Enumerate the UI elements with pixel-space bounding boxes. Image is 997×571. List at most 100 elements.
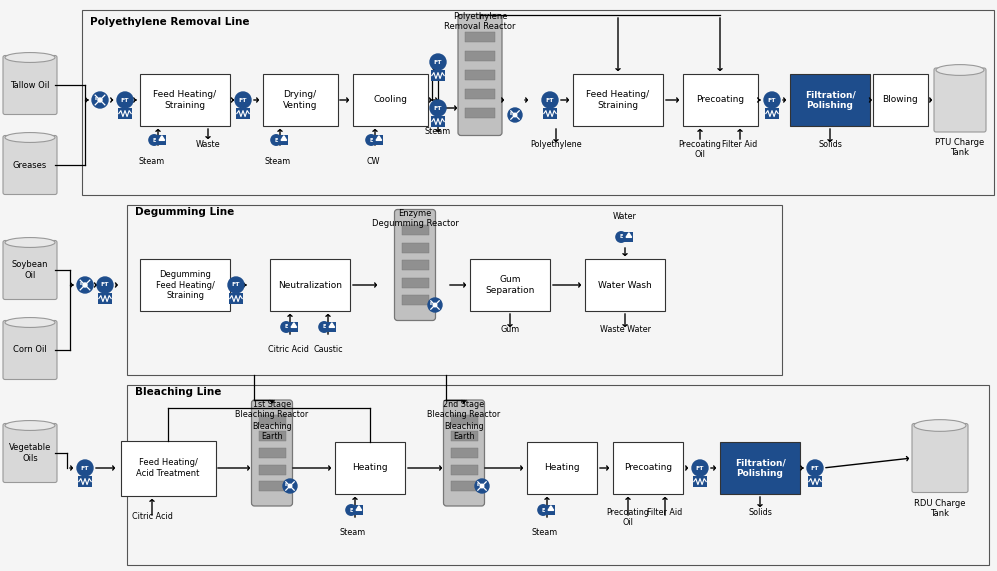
Bar <box>289 323 298 332</box>
Circle shape <box>616 232 626 242</box>
Ellipse shape <box>5 238 55 247</box>
Ellipse shape <box>5 132 55 142</box>
Text: Bleaching
Earth: Bleaching Earth <box>252 422 292 441</box>
Text: FT: FT <box>239 98 247 103</box>
Circle shape <box>475 479 489 493</box>
Text: Tallow Oil: Tallow Oil <box>10 81 50 90</box>
Circle shape <box>430 54 446 70</box>
Text: E: E <box>541 508 544 513</box>
Bar <box>402 260 429 270</box>
Text: Enzyme
Degumming Reactor: Enzyme Degumming Reactor <box>372 209 459 228</box>
Text: E: E <box>80 282 83 286</box>
Circle shape <box>346 505 356 515</box>
FancyBboxPatch shape <box>3 240 57 300</box>
Text: FT: FT <box>121 98 130 103</box>
FancyBboxPatch shape <box>3 320 57 380</box>
Bar <box>140 259 230 311</box>
Text: FT: FT <box>811 465 820 471</box>
Text: Bleaching
Earth: Bleaching Earth <box>445 422 484 441</box>
FancyBboxPatch shape <box>3 135 57 195</box>
Text: Steam: Steam <box>425 127 451 136</box>
Text: Feed Heating/
Straining: Feed Heating/ Straining <box>154 90 216 110</box>
FancyBboxPatch shape <box>3 55 57 115</box>
Bar <box>335 442 405 494</box>
Bar <box>451 448 478 458</box>
Bar <box>451 431 478 441</box>
Bar <box>158 135 166 144</box>
Bar <box>270 259 350 311</box>
Bar <box>546 505 555 514</box>
Bar <box>354 505 363 514</box>
Circle shape <box>692 460 708 476</box>
Text: FT: FT <box>434 106 443 111</box>
Text: Steam: Steam <box>139 157 166 166</box>
Bar <box>720 442 800 494</box>
Bar <box>790 74 870 126</box>
Text: FT: FT <box>232 283 240 288</box>
Text: Feed Heating/
Straining: Feed Heating/ Straining <box>586 90 650 110</box>
Bar <box>262 74 338 126</box>
Polygon shape <box>160 136 165 140</box>
Bar <box>573 74 663 126</box>
Text: Vegetable
Oils: Vegetable Oils <box>9 443 51 463</box>
Text: Filtration/
Polishing: Filtration/ Polishing <box>805 90 855 110</box>
Circle shape <box>98 98 102 102</box>
Text: E: E <box>350 508 353 513</box>
Bar <box>140 74 230 126</box>
Circle shape <box>77 277 93 293</box>
Bar <box>402 295 429 305</box>
Circle shape <box>481 484 484 488</box>
Bar <box>327 323 336 332</box>
Bar <box>465 89 495 99</box>
Bar <box>258 431 285 441</box>
Bar <box>236 108 250 119</box>
Text: Citric Acid: Citric Acid <box>132 512 172 521</box>
Ellipse shape <box>914 420 966 431</box>
Bar <box>542 108 557 119</box>
Ellipse shape <box>5 53 55 62</box>
Circle shape <box>430 100 446 116</box>
Bar <box>402 278 429 288</box>
Bar <box>693 476 707 487</box>
FancyBboxPatch shape <box>251 400 292 506</box>
Text: Greases: Greases <box>13 160 47 170</box>
Ellipse shape <box>5 317 55 327</box>
Bar <box>127 385 989 565</box>
Circle shape <box>508 108 522 122</box>
Circle shape <box>366 135 377 145</box>
Text: PTU Charge
Tank: PTU Charge Tank <box>935 138 985 158</box>
Text: FT: FT <box>696 465 704 471</box>
Text: Waste Water: Waste Water <box>599 325 650 334</box>
Text: E: E <box>284 324 288 329</box>
Circle shape <box>538 505 548 515</box>
Circle shape <box>764 92 780 108</box>
Bar <box>82 10 994 195</box>
Bar <box>470 259 550 311</box>
Circle shape <box>83 283 87 287</box>
Bar <box>353 74 428 126</box>
Text: E: E <box>477 483 480 487</box>
Text: Cooling: Cooling <box>373 95 407 104</box>
Bar <box>613 442 683 494</box>
Text: E: E <box>274 138 278 143</box>
Circle shape <box>271 135 281 145</box>
FancyBboxPatch shape <box>444 400 485 506</box>
FancyBboxPatch shape <box>912 424 968 493</box>
Text: Water: Water <box>613 212 637 221</box>
Text: FT: FT <box>101 283 110 288</box>
Circle shape <box>428 298 442 312</box>
Bar <box>451 481 478 491</box>
Circle shape <box>235 92 251 108</box>
Text: Precoating: Precoating <box>624 464 672 472</box>
Text: Heating: Heating <box>352 464 388 472</box>
Bar <box>465 51 495 61</box>
Text: Citric Acid: Citric Acid <box>267 345 308 354</box>
Text: Water Wash: Water Wash <box>598 280 652 289</box>
Text: CW: CW <box>366 157 380 166</box>
Circle shape <box>288 484 292 488</box>
Bar <box>374 135 384 144</box>
Bar <box>258 465 285 475</box>
Bar <box>451 465 478 475</box>
FancyBboxPatch shape <box>458 14 502 135</box>
Circle shape <box>117 92 133 108</box>
